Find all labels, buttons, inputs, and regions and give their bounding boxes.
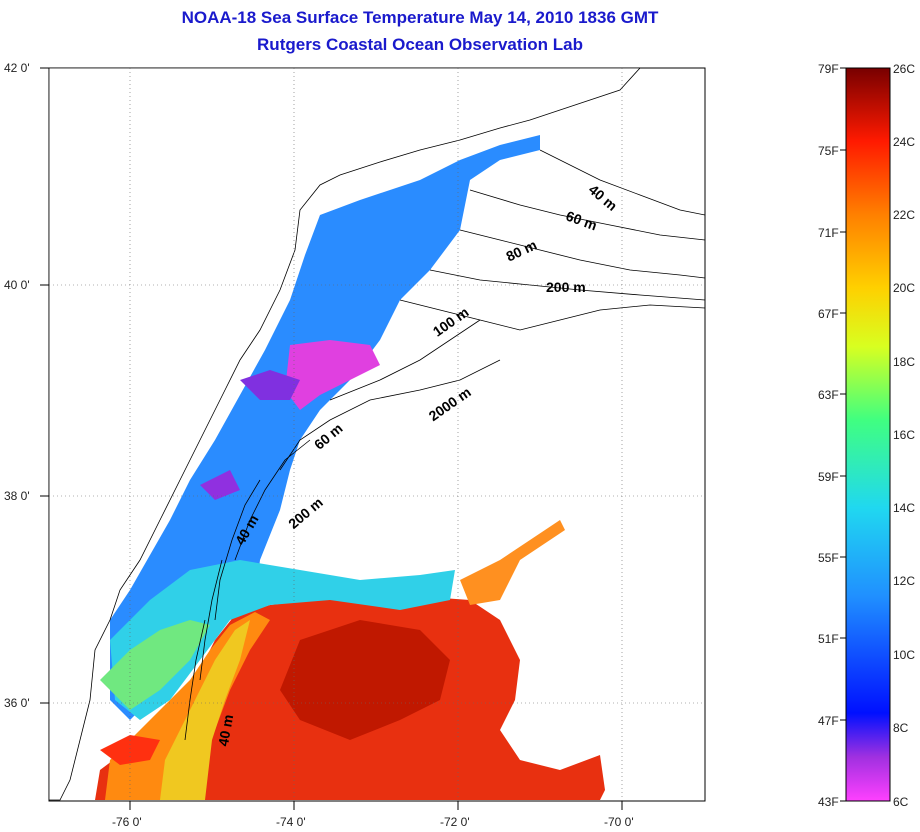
cb-c: 10C	[893, 648, 915, 662]
cb-c: 22C	[893, 208, 915, 222]
lon-label: -70 0'	[604, 815, 634, 829]
land-mass	[49, 68, 641, 801]
sst-sound	[100, 735, 160, 765]
cb-c: 6C	[893, 795, 909, 809]
sst-cold-patch	[285, 340, 380, 410]
cb-f: 59F	[818, 470, 839, 484]
cb-c: 18C	[893, 355, 915, 369]
lon-label: -76 0'	[112, 815, 142, 829]
cb-c: 14C	[893, 501, 915, 515]
sst-eddy	[460, 520, 565, 605]
depth-label-200-north: 200 m	[546, 279, 586, 295]
cb-c: 12C	[893, 574, 915, 588]
cb-f: 55F	[818, 551, 839, 565]
map-subtitle: Rutgers Coastal Ocean Observation Lab	[257, 35, 583, 54]
cb-f: 47F	[818, 714, 839, 728]
cb-c: 26C	[893, 62, 915, 76]
lat-label: 38 0'	[4, 489, 30, 503]
cb-f: 75F	[818, 144, 839, 158]
lon-label: -74 0'	[276, 815, 306, 829]
sst-yellow-band	[160, 620, 250, 800]
map-title: NOAA-18 Sea Surface Temperature May 14, …	[181, 8, 659, 27]
depth-label-40-south: 40 m	[215, 713, 236, 747]
cb-f: 51F	[818, 632, 839, 646]
lon-label: -72 0'	[440, 815, 470, 829]
colorbar	[845, 67, 891, 802]
cb-f: 43F	[818, 795, 839, 809]
cb-c: 8C	[893, 721, 909, 735]
graticule	[49, 68, 705, 801]
sst-cold-patch-2	[240, 370, 300, 400]
axis-ticks	[40, 67, 623, 810]
cb-f: 63F	[818, 388, 839, 402]
cb-c: 24C	[893, 135, 915, 149]
cb-c: 20C	[893, 281, 915, 295]
lat-label: 36 0'	[4, 696, 30, 710]
lat-label: 40 0'	[4, 278, 30, 292]
cb-f: 67F	[818, 307, 839, 321]
sst-shelf-green	[100, 620, 210, 710]
cb-f: 71F	[818, 226, 839, 240]
cb-c: 16C	[893, 428, 915, 442]
lat-label: 42 0'	[4, 61, 30, 75]
sst-cold-patch-3	[200, 470, 240, 500]
sst-hot-core	[280, 620, 450, 740]
cb-f: 79F	[818, 62, 839, 76]
sst-shelf-cyan	[110, 560, 455, 720]
